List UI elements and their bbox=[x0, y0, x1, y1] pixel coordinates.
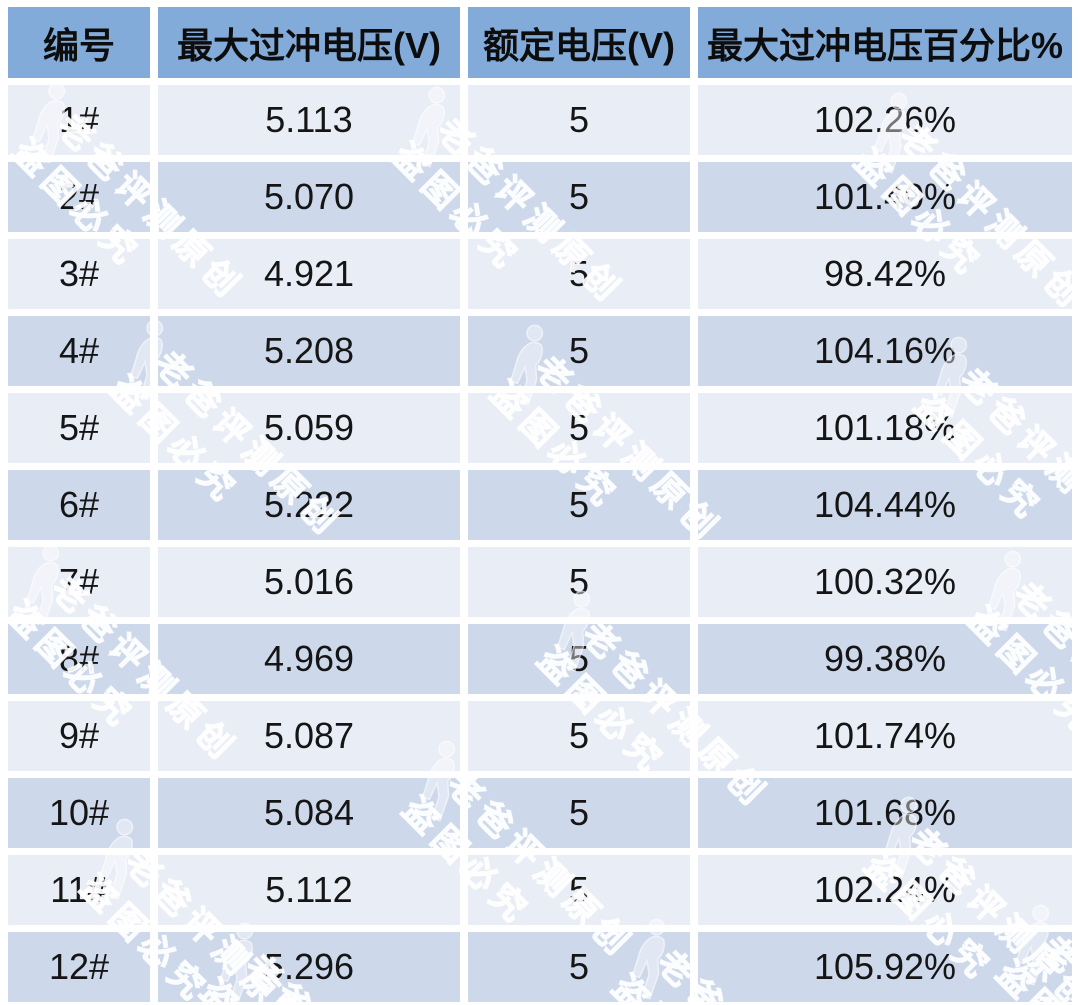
cell-rated-voltage: 5 bbox=[468, 547, 690, 617]
cell-overshoot-percent: 102.24% bbox=[698, 855, 1072, 925]
table-row: 1# 5.113 5 102.26% bbox=[8, 85, 1072, 155]
cell-id: 10# bbox=[8, 778, 150, 848]
table-row: 12# 5.296 5 105.92% bbox=[8, 932, 1072, 1002]
table-row: 5# 5.059 5 101.18% bbox=[8, 393, 1072, 463]
cell-overshoot-percent: 101.68% bbox=[698, 778, 1072, 848]
table-header: 编号 最大过冲电压(V) 额定电压(V) 最大过冲电压百分比% bbox=[8, 7, 1072, 78]
cell-id: 3# bbox=[8, 239, 150, 309]
cell-id: 4# bbox=[8, 316, 150, 386]
cell-rated-voltage: 5 bbox=[468, 855, 690, 925]
table-row: 4# 5.208 5 104.16% bbox=[8, 316, 1072, 386]
cell-overshoot-percent: 98.42% bbox=[698, 239, 1072, 309]
cell-max-overshoot-voltage: 5.222 bbox=[158, 470, 460, 540]
table-row: 2# 5.070 5 101.40% bbox=[8, 162, 1072, 232]
table-row: 7# 5.016 5 100.32% bbox=[8, 547, 1072, 617]
cell-overshoot-percent: 101.74% bbox=[698, 701, 1072, 771]
cell-max-overshoot-voltage: 5.113 bbox=[158, 85, 460, 155]
cell-overshoot-percent: 100.32% bbox=[698, 547, 1072, 617]
cell-max-overshoot-voltage: 5.087 bbox=[158, 701, 460, 771]
cell-overshoot-percent: 104.16% bbox=[698, 316, 1072, 386]
cell-rated-voltage: 5 bbox=[468, 701, 690, 771]
cell-overshoot-percent: 105.92% bbox=[698, 932, 1072, 1002]
cell-overshoot-percent: 101.18% bbox=[698, 393, 1072, 463]
cell-rated-voltage: 5 bbox=[468, 624, 690, 694]
cell-max-overshoot-voltage: 5.084 bbox=[158, 778, 460, 848]
cell-rated-voltage: 5 bbox=[468, 470, 690, 540]
cell-overshoot-percent: 104.44% bbox=[698, 470, 1072, 540]
table-row: 6# 5.222 5 104.44% bbox=[8, 470, 1072, 540]
header-row: 编号 最大过冲电压(V) 额定电压(V) 最大过冲电压百分比% bbox=[8, 7, 1072, 78]
cell-overshoot-percent: 102.26% bbox=[698, 85, 1072, 155]
cell-max-overshoot-voltage: 5.059 bbox=[158, 393, 460, 463]
cell-rated-voltage: 5 bbox=[468, 239, 690, 309]
cell-id: 12# bbox=[8, 932, 150, 1002]
header-cell-max-overshoot: 最大过冲电压(V) bbox=[158, 7, 460, 78]
cell-id: 7# bbox=[8, 547, 150, 617]
cell-overshoot-percent: 99.38% bbox=[698, 624, 1072, 694]
cell-id: 2# bbox=[8, 162, 150, 232]
cell-id: 9# bbox=[8, 701, 150, 771]
cell-max-overshoot-voltage: 5.016 bbox=[158, 547, 460, 617]
table-row: 3# 4.921 5 98.42% bbox=[8, 239, 1072, 309]
table-row: 11# 5.112 5 102.24% bbox=[8, 855, 1072, 925]
cell-max-overshoot-voltage: 5.208 bbox=[158, 316, 460, 386]
cell-id: 6# bbox=[8, 470, 150, 540]
table-row: 9# 5.087 5 101.74% bbox=[8, 701, 1072, 771]
cell-max-overshoot-voltage: 5.296 bbox=[158, 932, 460, 1002]
table-row: 10# 5.084 5 101.68% bbox=[8, 778, 1072, 848]
cell-rated-voltage: 5 bbox=[468, 778, 690, 848]
cell-rated-voltage: 5 bbox=[468, 85, 690, 155]
cell-rated-voltage: 5 bbox=[468, 393, 690, 463]
header-cell-id: 编号 bbox=[8, 7, 150, 78]
cell-max-overshoot-voltage: 5.070 bbox=[158, 162, 460, 232]
table-body: 1# 5.113 5 102.26% 2# 5.070 5 101.40% 3# 4.921 5 98… bbox=[8, 85, 1072, 1002]
table-row: 8# 4.969 5 99.38% bbox=[8, 624, 1072, 694]
cell-id: 11# bbox=[8, 855, 150, 925]
cell-id: 1# bbox=[8, 85, 150, 155]
cell-id: 8# bbox=[8, 624, 150, 694]
cell-max-overshoot-voltage: 4.969 bbox=[158, 624, 460, 694]
cell-rated-voltage: 5 bbox=[468, 316, 690, 386]
cell-max-overshoot-voltage: 5.112 bbox=[158, 855, 460, 925]
header-cell-overshoot-percent: 最大过冲电压百分比% bbox=[698, 7, 1072, 78]
cell-rated-voltage: 5 bbox=[468, 162, 690, 232]
cell-id: 5# bbox=[8, 393, 150, 463]
cell-max-overshoot-voltage: 4.921 bbox=[158, 239, 460, 309]
header-cell-rated-voltage: 额定电压(V) bbox=[468, 7, 690, 78]
cell-rated-voltage: 5 bbox=[468, 932, 690, 1002]
cell-overshoot-percent: 101.40% bbox=[698, 162, 1072, 232]
